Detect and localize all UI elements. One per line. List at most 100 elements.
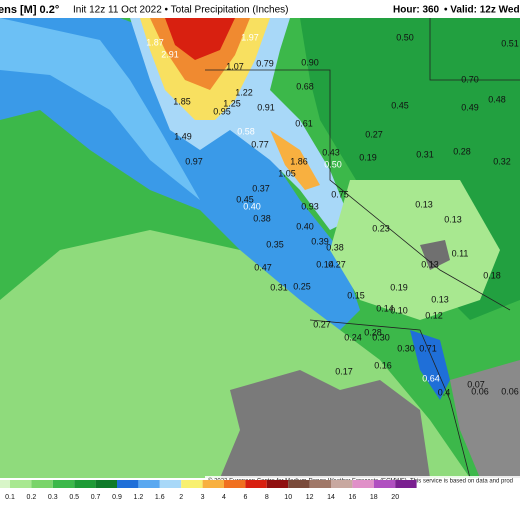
precip-label: 1.07: [226, 61, 244, 71]
value-labels: 1.87 1.97 2.91 0.50 0.51 1.07 0.79 0.90 0.70 0.68…: [146, 32, 519, 397]
legend-label: 12: [306, 494, 314, 501]
legend-label: 18: [370, 494, 378, 501]
precip-label: 0.4: [438, 387, 451, 397]
precip-label: 0.31: [270, 282, 288, 292]
precip-label: 0.13: [415, 199, 433, 209]
borders: [205, 18, 520, 478]
legend-swatch: [245, 480, 267, 488]
legend-swatch: [0, 480, 10, 488]
legend-swatch: [224, 480, 246, 488]
legend-label: 10: [284, 494, 292, 501]
precip-label: 0.90: [301, 57, 319, 67]
precip-label: 0.13: [421, 259, 439, 269]
precip-label: 0.58: [237, 126, 255, 136]
blue-spot: [410, 330, 450, 400]
legend-label: 8: [265, 494, 269, 501]
legend-swatch: [395, 480, 417, 488]
legend-swatch: [10, 480, 32, 488]
precip-label: 0.91: [257, 102, 275, 112]
legend-swatch: [309, 480, 331, 488]
mexico-land: [220, 370, 430, 478]
precip-label: 0.32: [493, 156, 511, 166]
legend-swatch: [138, 480, 160, 488]
precip-label: 0.28: [364, 327, 382, 337]
mexico-east: [450, 360, 520, 478]
precip-label: 0.38: [326, 242, 344, 252]
precip-label: 0.06: [471, 386, 489, 396]
map: 1.87 1.97 2.91 0.50 0.51 1.07 0.79 0.90 0.70 0.68…: [0, 18, 520, 478]
legend-swatch: [202, 480, 224, 488]
legend-label: 0.7: [91, 494, 101, 501]
precip-label: 0.12: [425, 310, 443, 320]
precip-label: 0.18: [483, 270, 501, 280]
precip-label: 0.27: [365, 129, 383, 139]
precip-label: 0.13: [444, 214, 462, 224]
init-title: Init 12z 11 Oct 2022 • Total Precipitati…: [73, 5, 288, 16]
precip-label: 0.61: [295, 118, 313, 128]
legend-swatch: [373, 480, 396, 488]
precip-label: 0.19: [390, 282, 408, 292]
precip-label: 0.39: [311, 236, 329, 246]
precip-label: 0.27: [328, 259, 346, 269]
precip-label: 0.25: [293, 281, 311, 291]
legend-label: 16: [349, 494, 357, 501]
precip-label: 0.49: [461, 102, 479, 112]
precip-label: 0.48: [488, 94, 506, 104]
precip-label: 0.70: [461, 74, 479, 84]
legend-label: 0.9: [112, 494, 122, 501]
precip-label: 0.14: [316, 259, 334, 269]
red-zone: [165, 18, 235, 60]
precip-label: 0.47: [254, 262, 272, 272]
precip-label: 0.95: [213, 106, 231, 116]
legend-swatch: [117, 480, 139, 488]
precip-label: 0.50: [396, 32, 414, 42]
precip-label: 0.14: [376, 303, 394, 313]
precip-label: 0.19: [359, 152, 377, 162]
legend-swatch: [352, 480, 374, 488]
legend-label: 14: [327, 494, 335, 501]
hour: Hour: 360: [393, 5, 440, 16]
precip-label: 0.17: [335, 366, 353, 376]
precip-label: 0.38: [253, 213, 271, 223]
legend-swatch: [181, 480, 203, 488]
precip-label: 1.22: [235, 87, 253, 97]
legend-bg: [0, 487, 520, 520]
precip-label: 0.07: [467, 379, 485, 389]
legend-label: 1.6: [155, 494, 165, 501]
precip-label: 0.45: [391, 100, 409, 110]
legend-label: 20: [391, 494, 399, 501]
legend-label: 1.2: [134, 494, 144, 501]
precip-label: 0.15: [347, 290, 365, 300]
legend-swatch: [331, 480, 353, 488]
precip-label: 0.40: [296, 221, 314, 231]
precip-label: 1.49: [174, 131, 192, 141]
precip-label: 1.87: [146, 37, 164, 47]
precip-label: 0.71: [419, 343, 437, 353]
precip-label: 0.77: [251, 139, 269, 149]
legend-swatch: [52, 480, 75, 488]
precip-label: 1.85: [173, 96, 191, 106]
precip-label: 0.28: [453, 146, 471, 156]
precip-label: 1.86: [290, 156, 308, 166]
precip-label: 0.35: [266, 239, 284, 249]
precip-label: 0.24: [344, 332, 362, 342]
gray-patch: [420, 240, 450, 270]
precip-label: 0.50: [324, 159, 342, 169]
precip-label: 0.23: [372, 223, 390, 233]
legend-label: 2: [179, 494, 183, 501]
precip-label: 0.37: [252, 183, 270, 193]
precip-label: 0.10: [390, 305, 408, 315]
precip-label: 1.25: [223, 98, 241, 108]
precip-label: 0.16: [374, 360, 392, 370]
legend-label: 0.1: [5, 494, 15, 501]
precip-label: 0.43: [322, 147, 340, 157]
legend-swatch: [266, 480, 289, 488]
precip-label: 0.27: [313, 319, 331, 329]
precip-label: 0.75: [331, 189, 349, 199]
legend-label: 3: [201, 494, 205, 501]
precip-label: 0.40: [243, 201, 261, 211]
legend-swatch: [31, 480, 53, 488]
precip-label: 0.97: [185, 156, 203, 166]
valid: • Valid: 12z Wed 2: [444, 5, 520, 16]
legend-label: 0.3: [48, 494, 58, 501]
